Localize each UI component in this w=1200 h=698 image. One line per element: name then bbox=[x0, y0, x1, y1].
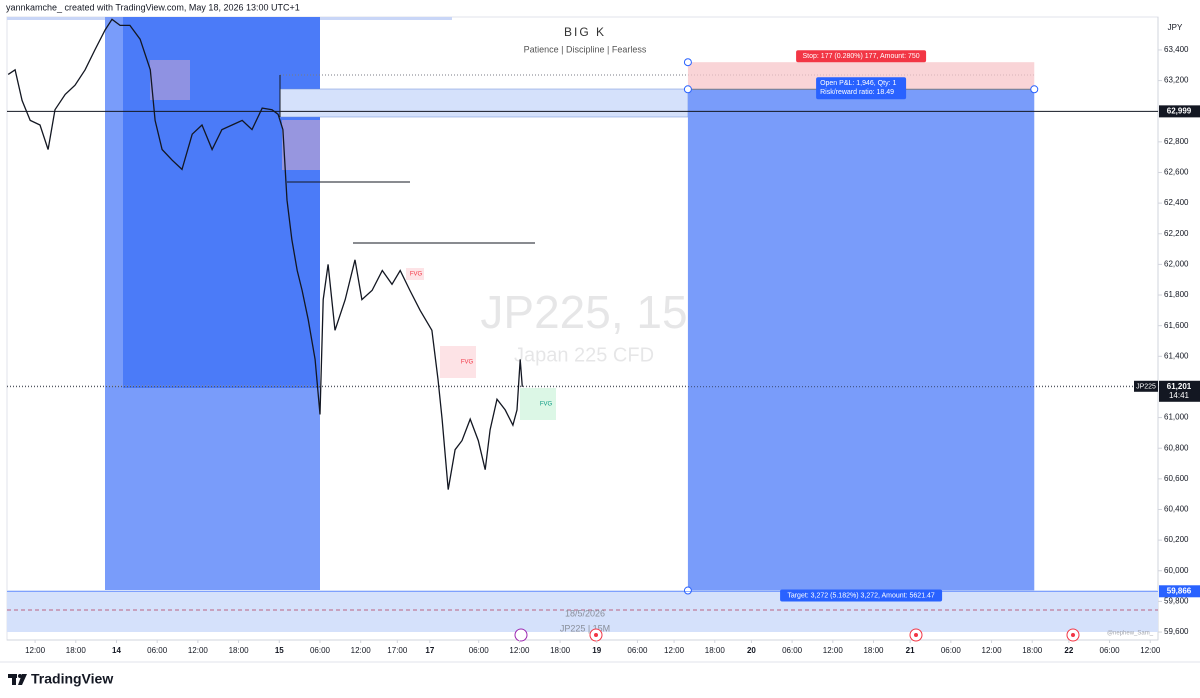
logo-part bbox=[12, 674, 16, 685]
chart-subtitle: Patience | Discipline | Fearless bbox=[524, 44, 647, 54]
x-tick-label: 12:00 bbox=[664, 646, 685, 655]
target-label: Target: 3,272 (5.182%) 3,272, Amount: 56… bbox=[787, 592, 935, 599]
y-tick-label: 60,000 bbox=[1164, 566, 1189, 575]
y-tick-label: 62,200 bbox=[1164, 229, 1189, 238]
brand-name: TradingView bbox=[31, 671, 113, 687]
y-tick-label: 59,800 bbox=[1164, 597, 1189, 606]
fvg-zone bbox=[520, 388, 556, 420]
header-caption: yannkamche_ created with TradingView.com… bbox=[6, 2, 300, 12]
stop-label: Stop: 177 (0.280%) 177, Amount: 750 bbox=[803, 53, 920, 60]
y-tick-label: 61,400 bbox=[1164, 351, 1189, 360]
x-tick-label: 06:00 bbox=[1100, 646, 1121, 655]
y-tick-label: 63,400 bbox=[1164, 45, 1189, 54]
fvg-label: FVG bbox=[410, 272, 423, 278]
y-tick-label: 60,200 bbox=[1164, 535, 1189, 544]
x-tick-label: 14 bbox=[112, 646, 121, 655]
footer-symbol: JP225 | 15M bbox=[560, 623, 610, 633]
zone bbox=[7, 590, 1158, 632]
chart-title: BIG K bbox=[564, 25, 606, 39]
event-icon-dot bbox=[914, 633, 918, 637]
y-tick-label: 60,800 bbox=[1164, 443, 1189, 452]
x-tick-label: 18:00 bbox=[863, 646, 884, 655]
last-price-tag bbox=[1159, 380, 1200, 402]
stop-label-box bbox=[796, 50, 927, 63]
currency-label: JPY bbox=[1168, 23, 1183, 32]
y-tick-label: 63,200 bbox=[1164, 76, 1189, 85]
price-tag bbox=[1159, 105, 1200, 118]
x-tick-label: 06:00 bbox=[782, 646, 803, 655]
event-icon-dot bbox=[594, 633, 598, 637]
y-tick-label: 62,000 bbox=[1164, 260, 1189, 269]
fvg-zone bbox=[150, 60, 190, 100]
x-tick-label: 06:00 bbox=[310, 646, 331, 655]
x-tick-label: 12:00 bbox=[25, 646, 46, 655]
fvg-zone bbox=[440, 346, 476, 378]
x-tick-label: 18:00 bbox=[705, 646, 726, 655]
y-tick-label: 61,000 bbox=[1164, 413, 1189, 422]
event-icon-dot bbox=[1071, 633, 1075, 637]
watermark: JP225, 15 bbox=[480, 286, 687, 338]
position-handle[interactable] bbox=[683, 85, 692, 94]
x-tick-label: 12:00 bbox=[188, 646, 209, 655]
pnl-label: Open P&L: 1,946, Qty: 1 bbox=[820, 80, 896, 87]
price-line-series bbox=[7, 18, 523, 490]
symbol-tag-label: JP225 bbox=[1136, 384, 1156, 391]
x-tick-label: 12:00 bbox=[509, 646, 530, 655]
x-tick-label: 20 bbox=[747, 646, 756, 655]
price-tag bbox=[1159, 585, 1200, 598]
x-tick-label: 18:00 bbox=[66, 646, 87, 655]
footer-date: 18/5/2026 bbox=[565, 608, 605, 618]
x-tick-label: 12:00 bbox=[823, 646, 844, 655]
fvg-zone bbox=[406, 268, 424, 280]
x-tick-label: 18:00 bbox=[229, 646, 250, 655]
position-handle[interactable] bbox=[683, 58, 692, 67]
fvg-label: FVG bbox=[461, 360, 474, 366]
x-tick-label: 06:00 bbox=[941, 646, 962, 655]
x-tick-label: 06:00 bbox=[147, 646, 168, 655]
y-tick-label: 61,600 bbox=[1164, 321, 1189, 330]
zone bbox=[279, 88, 689, 118]
brand-logo[interactable] bbox=[8, 674, 27, 685]
y-tick-label: 62,600 bbox=[1164, 168, 1189, 177]
x-tick-label: 18:00 bbox=[1022, 646, 1043, 655]
position-handle[interactable] bbox=[1030, 85, 1039, 94]
footer-handle: @nephew_Sam_ bbox=[1107, 631, 1154, 637]
y-tick-label: 61,800 bbox=[1164, 290, 1189, 299]
x-tick-label: 17 bbox=[425, 646, 434, 655]
x-tick-label: 15 bbox=[275, 646, 284, 655]
y-tick-label: 62,800 bbox=[1164, 137, 1189, 146]
event-icon[interactable] bbox=[514, 628, 528, 642]
target-label-box bbox=[780, 589, 943, 602]
pnl-box bbox=[816, 77, 907, 100]
x-tick-label: 17:00 bbox=[387, 646, 408, 655]
logo-part bbox=[18, 674, 27, 685]
event-icons bbox=[514, 628, 1080, 642]
fvg-label: FVG bbox=[540, 402, 553, 408]
rr-label: Risk/reward ratio: 18.49 bbox=[820, 89, 894, 96]
position-handle[interactable] bbox=[683, 586, 692, 595]
price-tag-label: 62,999 bbox=[1167, 106, 1192, 115]
x-tick-label: 21 bbox=[906, 646, 915, 655]
x-tick-label: 12:00 bbox=[982, 646, 1003, 655]
x-tick-label: 12:00 bbox=[351, 646, 372, 655]
y-tick-label: 60,600 bbox=[1164, 474, 1189, 483]
target-zone bbox=[687, 89, 1035, 591]
x-tick-label: 22 bbox=[1064, 646, 1073, 655]
last-price-label: 61,201 bbox=[1167, 382, 1192, 391]
x-tick-label: 19 bbox=[592, 646, 601, 655]
fvg-zone bbox=[282, 120, 320, 170]
x-tick-label: 18:00 bbox=[550, 646, 571, 655]
x-tick-label: 06:00 bbox=[627, 646, 648, 655]
x-tick-label: 06:00 bbox=[469, 646, 490, 655]
countdown-label: 14:41 bbox=[1169, 391, 1190, 400]
symbol-tag bbox=[1134, 380, 1158, 392]
y-tick-label: 62,400 bbox=[1164, 198, 1189, 207]
x-tick-label: 12:00 bbox=[1140, 646, 1161, 655]
y-tick-label: 60,400 bbox=[1164, 505, 1189, 514]
watermark-subtitle: Japan 225 CFD bbox=[514, 344, 654, 366]
price-tag-label: 59,866 bbox=[1167, 586, 1192, 595]
y-tick-label: 59,600 bbox=[1164, 627, 1189, 636]
